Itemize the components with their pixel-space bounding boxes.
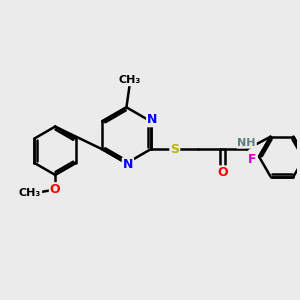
Text: S: S	[170, 143, 179, 156]
Text: CH₃: CH₃	[19, 188, 41, 197]
Text: F: F	[248, 153, 257, 166]
Text: NH: NH	[237, 138, 256, 148]
Text: CH₃: CH₃	[118, 75, 140, 85]
Text: N: N	[123, 158, 133, 171]
Text: O: O	[217, 166, 228, 179]
Text: N: N	[147, 113, 157, 126]
Text: O: O	[50, 183, 60, 196]
